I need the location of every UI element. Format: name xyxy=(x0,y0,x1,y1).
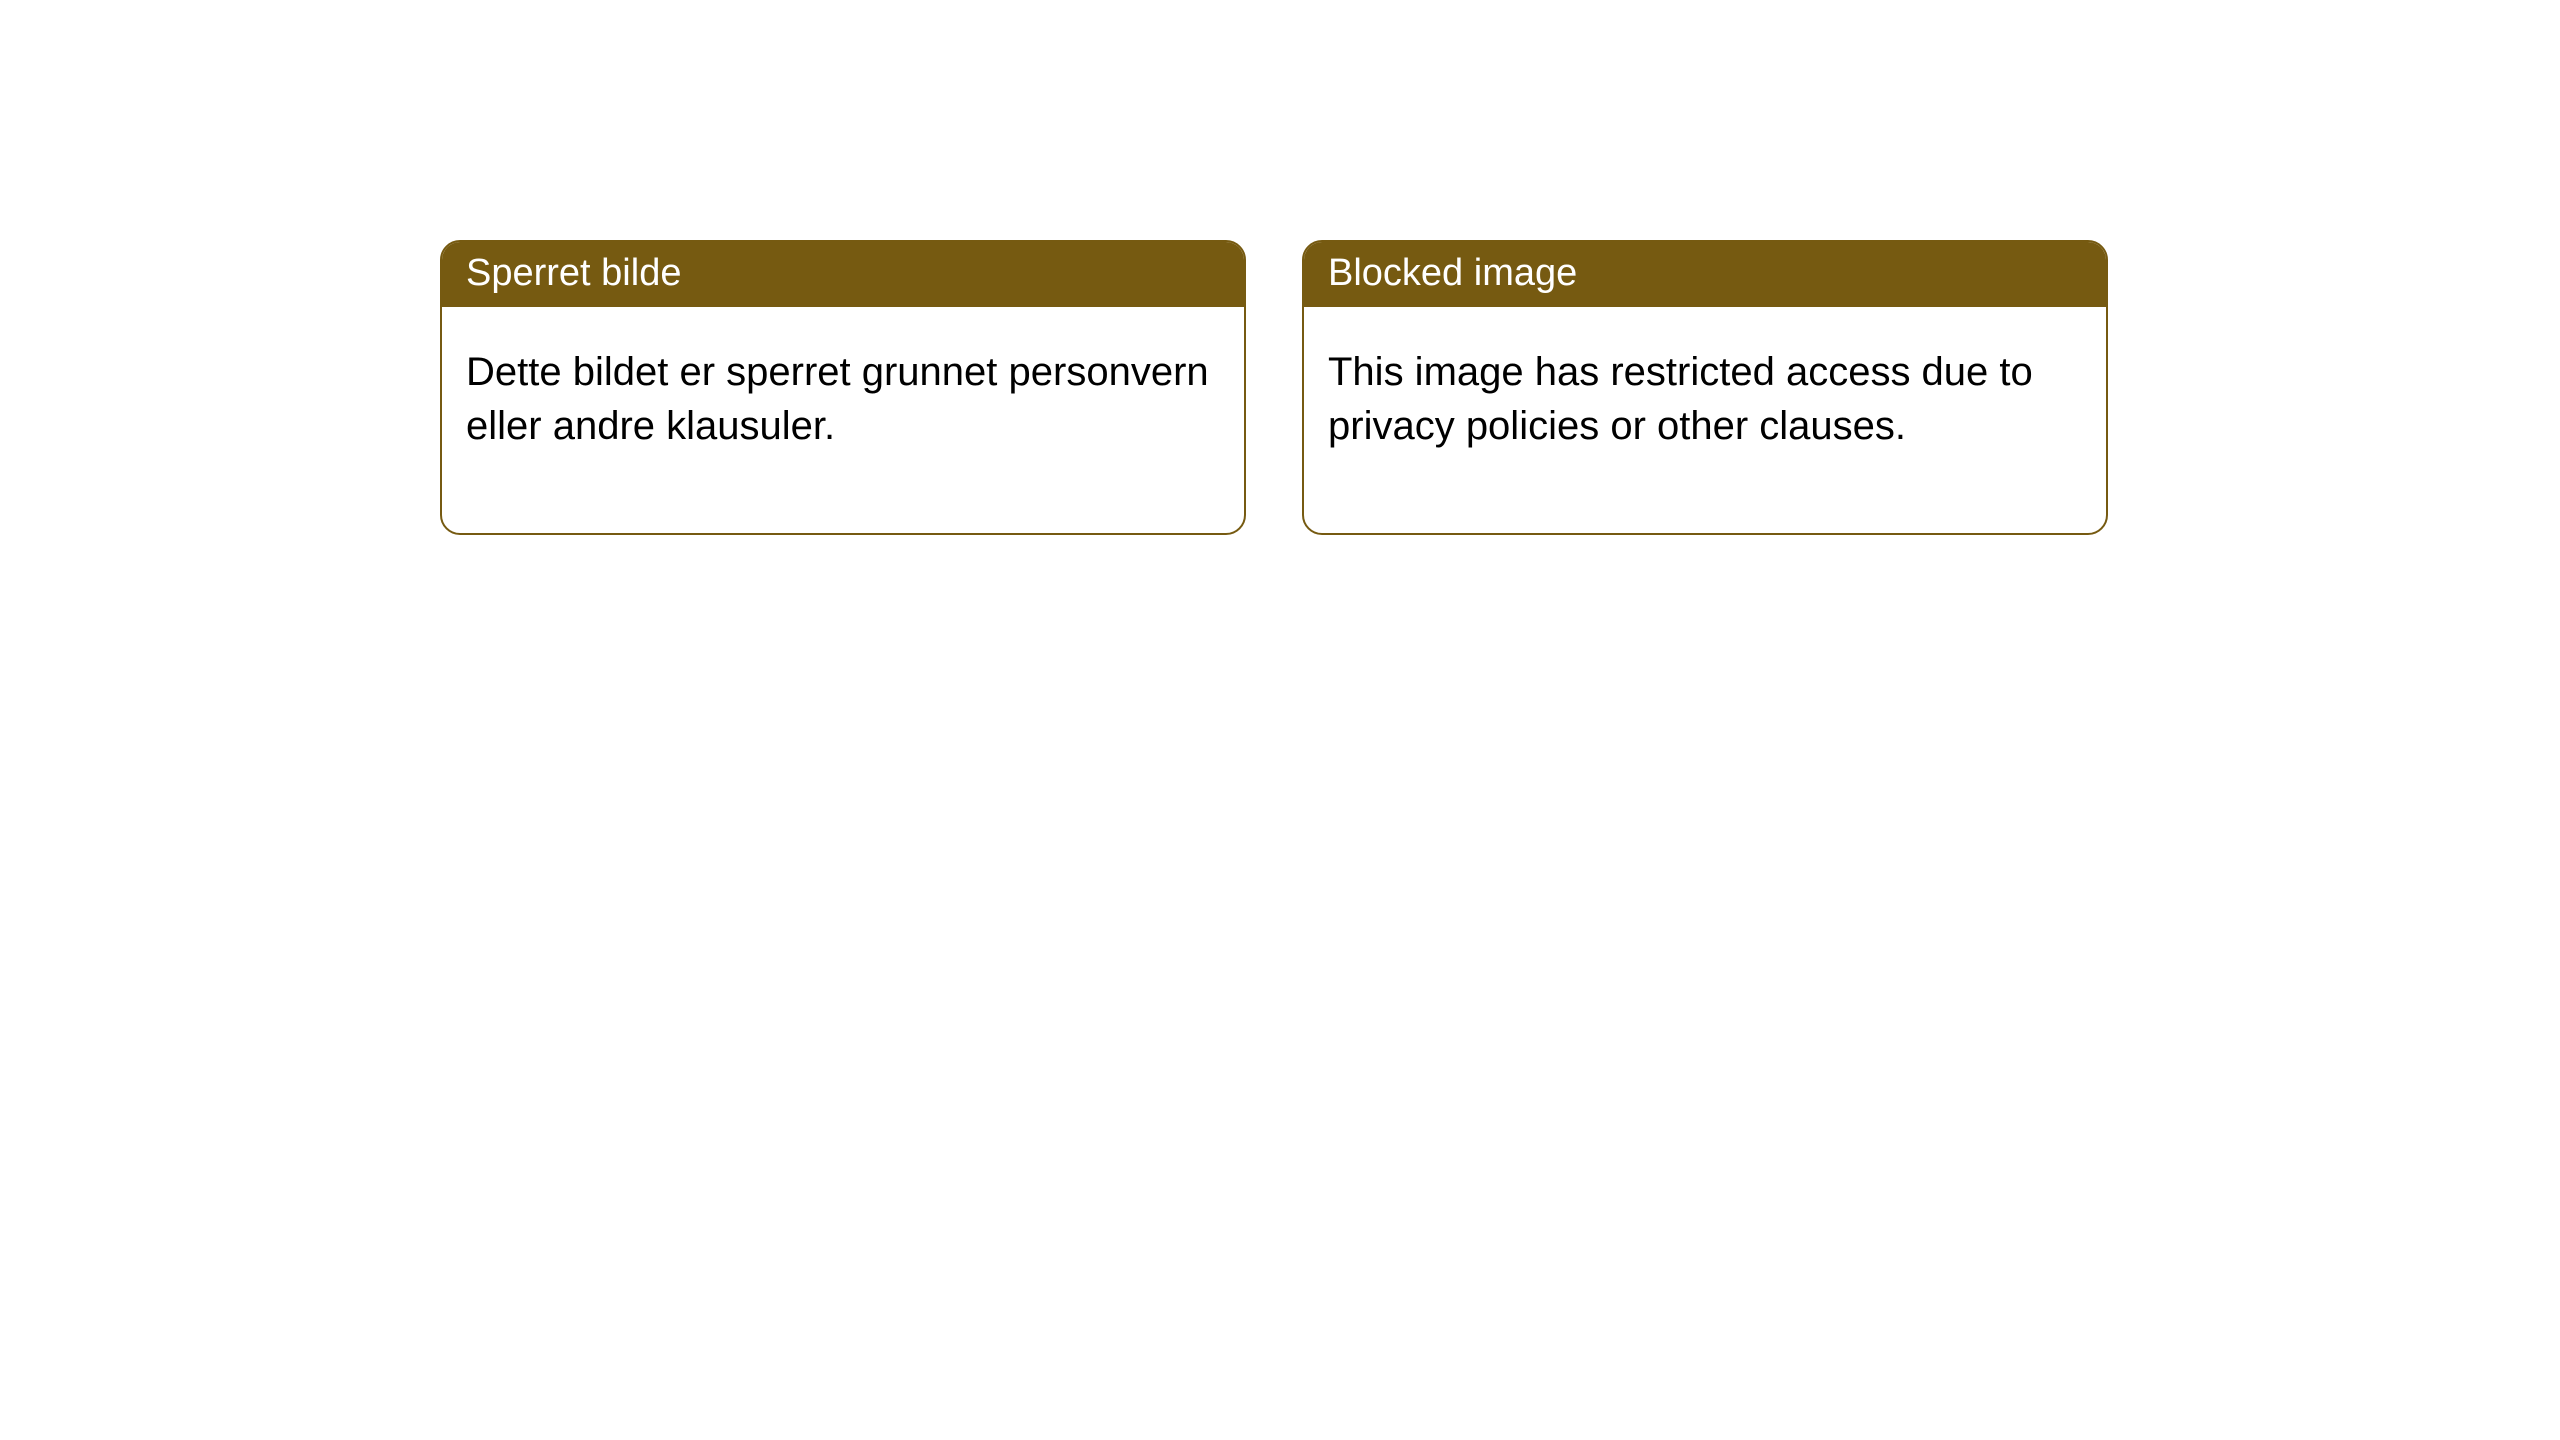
notice-body-english: This image has restricted access due to … xyxy=(1304,307,2106,533)
notice-title-norwegian: Sperret bilde xyxy=(442,242,1244,307)
notice-card-english: Blocked image This image has restricted … xyxy=(1302,240,2108,535)
notice-card-norwegian: Sperret bilde Dette bildet er sperret gr… xyxy=(440,240,1246,535)
notice-container: Sperret bilde Dette bildet er sperret gr… xyxy=(0,0,2560,535)
notice-body-norwegian: Dette bildet er sperret grunnet personve… xyxy=(442,307,1244,533)
notice-title-english: Blocked image xyxy=(1304,242,2106,307)
